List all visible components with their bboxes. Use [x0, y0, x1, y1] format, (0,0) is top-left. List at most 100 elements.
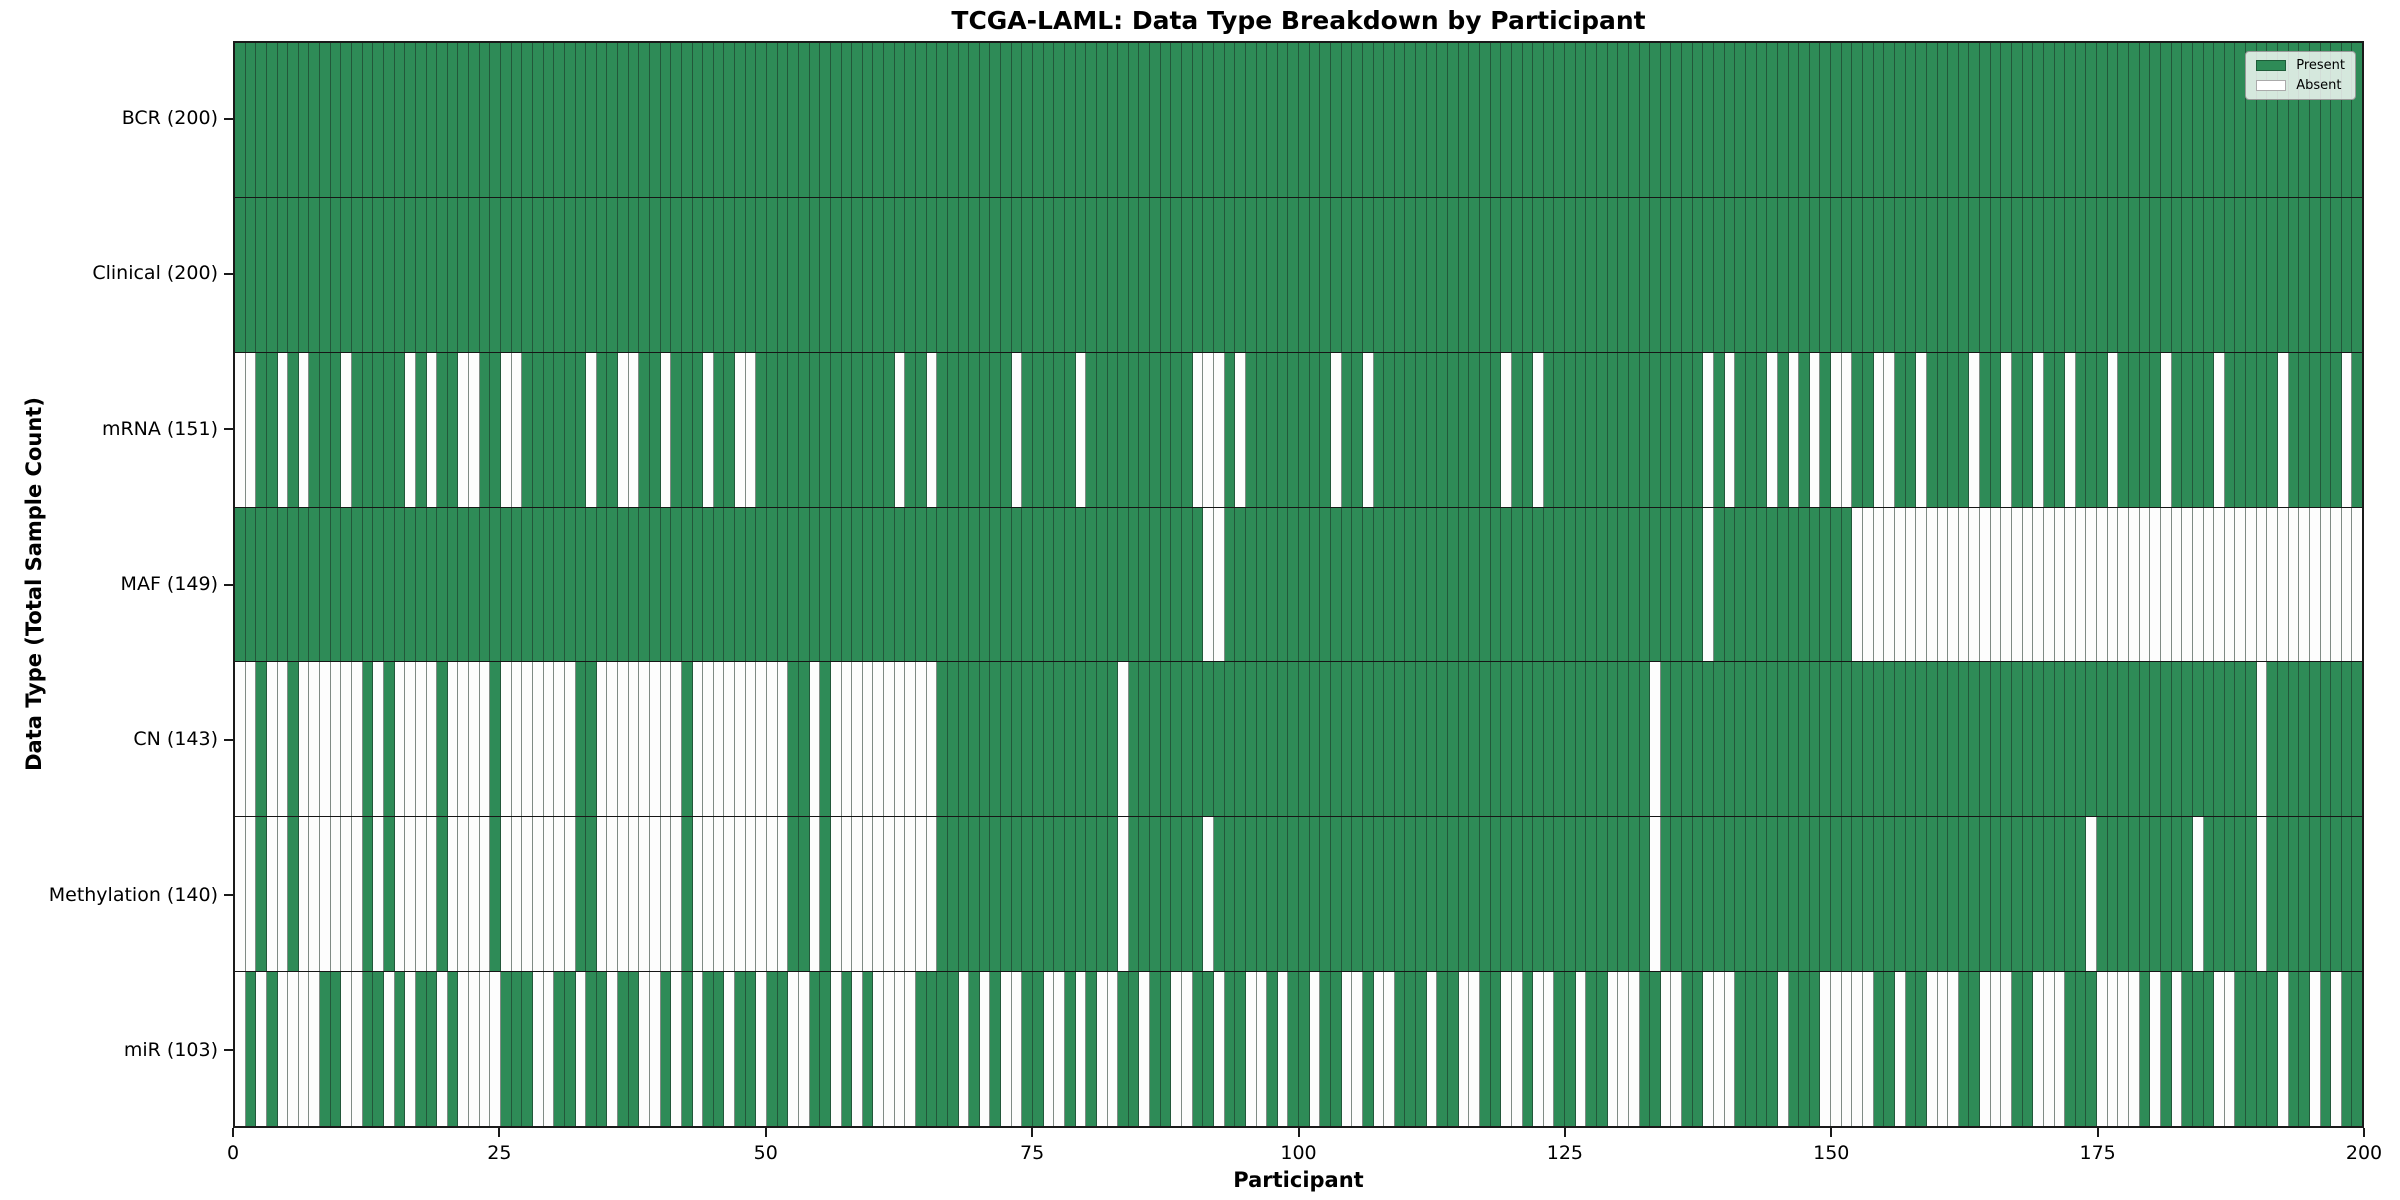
heatmap-cell	[1969, 817, 1981, 972]
heatmap-cell	[1171, 352, 1183, 507]
heatmap-cell	[1671, 662, 1683, 817]
heatmap-cell	[947, 197, 959, 352]
heatmap-cell	[607, 972, 619, 1127]
heatmap-cell	[1841, 352, 1853, 507]
heatmap-cell	[479, 507, 491, 662]
heatmap-cell	[469, 197, 480, 352]
heatmap-cell	[2097, 817, 2108, 972]
heatmap-cell	[1341, 352, 1353, 507]
heatmap-cell	[490, 43, 502, 197]
heatmap-cell	[266, 507, 278, 662]
heatmap-cell	[947, 352, 959, 507]
heatmap-cell	[916, 662, 927, 817]
heatmap-cell	[1384, 662, 1395, 817]
heatmap-cell	[2001, 507, 2012, 662]
heatmap-cell	[660, 352, 672, 507]
heatmap-cell	[1086, 43, 1097, 197]
heatmap-cell	[607, 507, 619, 662]
x-tick-mark	[1297, 1128, 1300, 1137]
heatmap-cell	[1863, 43, 1874, 197]
heatmap-cell	[681, 43, 693, 197]
heatmap-cell	[1501, 507, 1512, 662]
heatmap-cell	[298, 43, 310, 197]
heatmap-cell	[713, 352, 725, 507]
heatmap-cell	[1341, 817, 1353, 972]
heatmap-cell	[479, 43, 491, 197]
heatmap-cell	[1948, 507, 1959, 662]
heatmap-cell	[288, 352, 299, 507]
heatmap-cell	[1277, 507, 1289, 662]
y-tick-label-mRNA: mRNA (151)	[101, 417, 218, 440]
heatmap-cell	[479, 662, 491, 817]
heatmap-cell	[1075, 197, 1087, 352]
heatmap-cell	[1575, 352, 1587, 507]
heatmap-cell	[1203, 352, 1214, 507]
heatmap-cell	[2288, 972, 2300, 1127]
heatmap-cell	[2192, 197, 2204, 352]
heatmap-cell	[575, 43, 587, 197]
heatmap-cell	[618, 972, 629, 1127]
heatmap-cell	[362, 197, 374, 352]
heatmap-cell	[2150, 197, 2161, 352]
x-tick-label-25: 25	[487, 1142, 512, 1164]
heatmap-cell	[884, 817, 895, 972]
heatmap-cell	[724, 352, 736, 507]
heatmap-cell	[1533, 507, 1544, 662]
heatmap-cell	[820, 197, 831, 352]
heatmap-cell	[692, 197, 704, 352]
heatmap-cell	[916, 507, 927, 662]
heatmap-cell	[1692, 817, 1704, 972]
heatmap-cell	[1320, 817, 1331, 972]
heatmap-cell	[1831, 43, 1842, 197]
heatmap-cell	[1937, 507, 1949, 662]
heatmap-cell	[1416, 507, 1427, 662]
heatmap-cell	[1926, 817, 1938, 972]
heatmap-cell	[511, 352, 523, 507]
heatmap-cell	[607, 817, 619, 972]
heatmap-cell	[1448, 43, 1459, 197]
heatmap-cell	[1650, 662, 1661, 817]
heatmap-cell	[958, 507, 970, 662]
heatmap-cell	[745, 817, 757, 972]
heatmap-cell	[2033, 817, 2044, 972]
heatmap-cell	[1203, 507, 1214, 662]
heatmap-cell	[671, 817, 682, 972]
heatmap-cell	[1990, 507, 2002, 662]
heatmap-cell	[809, 972, 821, 1127]
heatmap-cell	[1735, 662, 1746, 817]
heatmap-cell	[1724, 507, 1736, 662]
x-tick-mark	[1830, 1128, 1833, 1137]
heatmap-cell	[1703, 662, 1715, 817]
heatmap-cell	[660, 197, 672, 352]
heatmap-cell	[1235, 817, 1246, 972]
heatmap-cell	[2224, 352, 2236, 507]
heatmap-cell	[639, 662, 650, 817]
heatmap-cell	[692, 43, 704, 197]
heatmap-cell	[2235, 507, 2247, 662]
heatmap-cell	[1980, 197, 1991, 352]
heatmap-cell	[575, 972, 587, 1127]
heatmap-cell	[1884, 972, 1895, 1127]
heatmap-cell	[1777, 507, 1789, 662]
heatmap-cell	[1160, 197, 1172, 352]
heatmap-cell	[437, 507, 448, 662]
heatmap-cell	[1894, 817, 1906, 972]
heatmap-cell	[1820, 43, 1832, 197]
heatmap-cell	[2352, 662, 2363, 817]
heatmap-cell	[490, 817, 502, 972]
heatmap-cell	[1054, 507, 1065, 662]
heatmap-cell	[1660, 352, 1672, 507]
heatmap-cell	[256, 507, 267, 662]
heatmap-cell	[649, 43, 661, 197]
heatmap-cell	[1309, 817, 1321, 972]
heatmap-cell	[873, 817, 885, 972]
heatmap-cell	[1533, 352, 1544, 507]
absent-swatch-icon	[2256, 80, 2287, 91]
heatmap-cell	[1479, 507, 1491, 662]
heatmap-cell	[532, 197, 544, 352]
heatmap-row-Methylation	[235, 817, 2363, 973]
heatmap-cell	[1980, 352, 1991, 507]
heatmap-cell	[383, 507, 395, 662]
heatmap-cell	[2118, 197, 2130, 352]
heatmap-cell	[1182, 43, 1193, 197]
